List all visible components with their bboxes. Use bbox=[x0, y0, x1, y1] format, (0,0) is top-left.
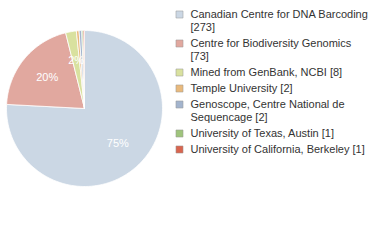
svg-text:University of Texas, Austin [1: University of Texas, Austin [1] bbox=[191, 127, 334, 139]
svg-text:20%: 20% bbox=[36, 71, 58, 83]
svg-text:Canadian Centre for DNA Barcod: Canadian Centre for DNA Barcoding[273] bbox=[191, 8, 368, 33]
svg-text:2%: 2% bbox=[68, 54, 84, 66]
svg-text:Genoscope, Centre National deS: Genoscope, Centre National deSequencage … bbox=[191, 98, 345, 123]
svg-text:Mined from GenBank, NCBI [8]: Mined from GenBank, NCBI [8] bbox=[191, 66, 343, 78]
svg-text:Temple University [2]: Temple University [2] bbox=[191, 82, 293, 94]
svg-text:Centre for Biodiversity Genomi: Centre for Biodiversity Genomics[73] bbox=[191, 37, 352, 62]
svg-text:75%: 75% bbox=[107, 137, 129, 149]
svg-text:University of California, Berk: University of California, Berkeley [1] bbox=[191, 143, 365, 155]
